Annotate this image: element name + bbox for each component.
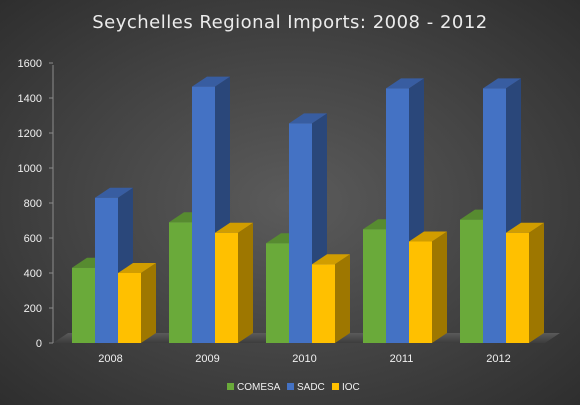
legend-label: IOC	[342, 382, 360, 393]
bar-top	[386, 78, 424, 89]
bar-top	[289, 113, 327, 124]
bar-front	[312, 264, 335, 343]
bar-top	[312, 254, 350, 265]
y-tick-label: 1400	[18, 93, 42, 105]
bar-front	[363, 229, 386, 343]
bar-ioc-2012	[506, 222, 544, 343]
bar-front	[118, 273, 141, 343]
legend-item-comesa: COMESA	[227, 382, 281, 393]
bar-front	[95, 197, 118, 343]
bar-side	[529, 222, 544, 343]
y-tick-label: 200	[24, 303, 42, 315]
bar-top	[192, 76, 230, 87]
legend-swatch	[227, 383, 234, 390]
bar-ioc-2009	[215, 222, 253, 343]
bars	[72, 76, 544, 343]
bar-side	[141, 263, 156, 343]
x-axis-ticks: 2008 2009 2010 2011 2012	[98, 353, 510, 365]
bar-front	[289, 123, 312, 343]
bar-front	[169, 222, 192, 343]
bar-ioc-2010	[312, 254, 350, 343]
legend-label: SADC	[297, 382, 325, 393]
bar-top	[118, 263, 156, 273]
y-tick-label: 1000	[18, 163, 42, 175]
legend: COMESA SADC IOC	[227, 382, 360, 393]
chart-title: Seychelles Regional Imports: 2008 - 2012	[92, 12, 488, 33]
bar-front	[386, 88, 409, 343]
y-tick-label: 400	[24, 268, 42, 280]
legend-swatch	[332, 383, 339, 390]
x-tick-label: 2011	[390, 353, 414, 365]
bar-top	[95, 187, 133, 198]
legend-label: COMESA	[237, 382, 281, 393]
legend-swatch	[287, 383, 294, 390]
bar-front	[483, 88, 506, 343]
x-tick-label: 2010	[292, 353, 316, 365]
y-tick-label: 1600	[18, 58, 42, 70]
bar-ioc-2008	[118, 263, 156, 343]
bar-front	[460, 219, 483, 343]
x-tick-label: 2008	[98, 353, 122, 365]
bar-front	[72, 267, 95, 343]
y-tick-label: 0	[36, 338, 42, 350]
bar-top	[506, 222, 544, 233]
bar-front	[192, 86, 215, 343]
bar-side	[238, 222, 253, 343]
y-tick-label: 800	[24, 198, 42, 210]
x-tick-label: 2012	[486, 353, 510, 365]
bar-top	[483, 78, 521, 89]
bar-side	[432, 231, 447, 343]
legend-item-sadc: SADC	[287, 382, 325, 393]
y-tick-label: 600	[24, 233, 42, 245]
bar-top	[409, 231, 447, 242]
bar-front	[215, 232, 238, 343]
x-tick-label: 2009	[195, 353, 219, 365]
bar-front	[506, 232, 529, 343]
legend-item-ioc: IOC	[332, 382, 360, 393]
bar-ioc-2011	[409, 231, 447, 343]
bar-front	[266, 243, 289, 343]
bar-side	[335, 254, 350, 343]
y-tick-label: 1200	[18, 128, 42, 140]
bar-front	[409, 241, 432, 343]
bar-top	[215, 222, 253, 233]
